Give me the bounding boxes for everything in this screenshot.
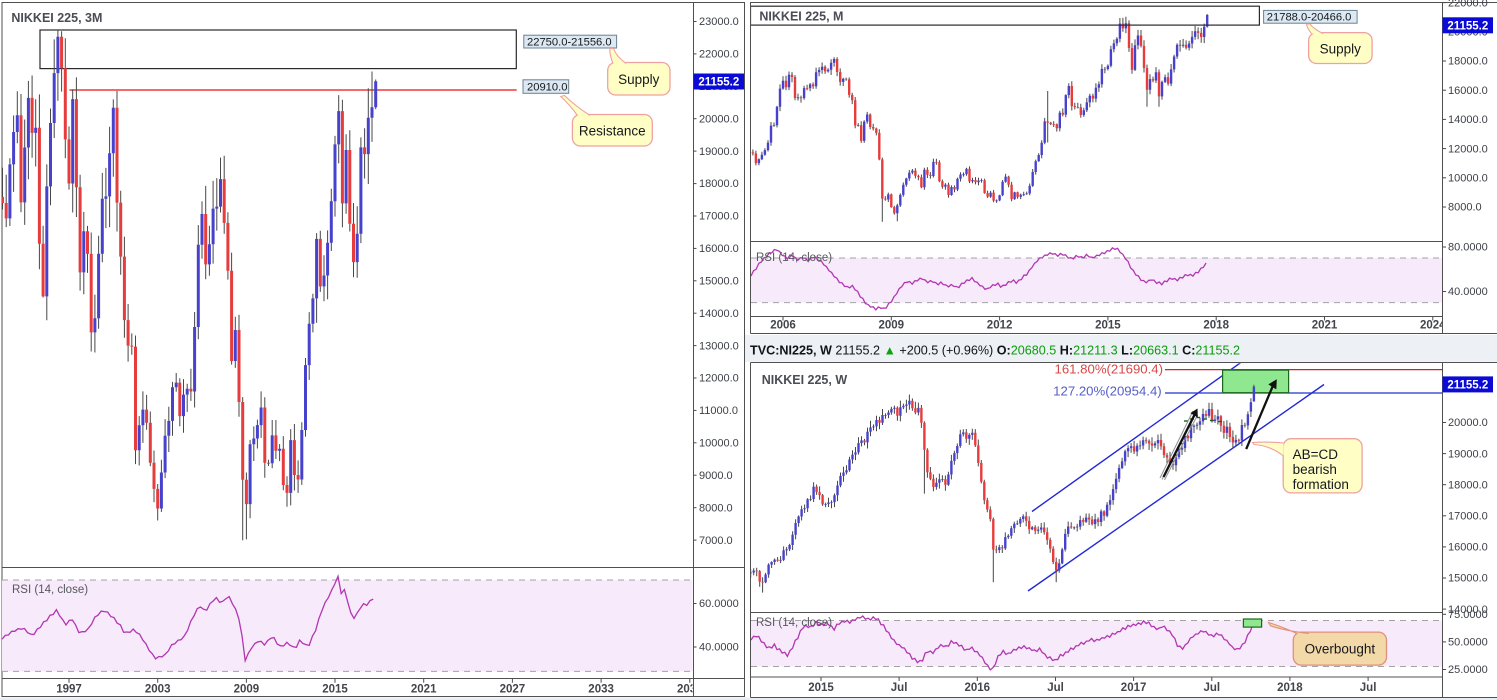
svg-text:7000.0: 7000.0 xyxy=(699,535,733,547)
svg-text:Supply: Supply xyxy=(618,72,660,87)
svg-text:25.0000: 25.0000 xyxy=(1448,664,1488,676)
svg-text:15000.0: 15000.0 xyxy=(1448,573,1488,585)
svg-text:50.0000: 50.0000 xyxy=(1448,637,1488,649)
svg-text:16000.0: 16000.0 xyxy=(1448,85,1488,97)
svg-text:21788.0-20466.0: 21788.0-20466.0 xyxy=(1267,12,1352,24)
svg-text:2033: 2033 xyxy=(588,683,614,695)
svg-text:Jul: Jul xyxy=(1360,682,1377,694)
svg-text:Jul: Jul xyxy=(891,682,908,694)
svg-text:2015: 2015 xyxy=(322,683,348,695)
svg-text:NIKKEI 225, 3M: NIKKEI 225, 3M xyxy=(11,11,102,25)
svg-text:23000.0: 23000.0 xyxy=(699,16,739,28)
svg-text:22750.0-21556.0: 22750.0-21556.0 xyxy=(527,36,612,48)
svg-text:16000.0: 16000.0 xyxy=(699,243,739,255)
svg-text:2018: 2018 xyxy=(1277,682,1303,694)
svg-text:2027: 2027 xyxy=(500,683,526,695)
svg-text:2015: 2015 xyxy=(1095,319,1121,331)
svg-text:2009: 2009 xyxy=(879,319,905,331)
svg-text:40.0000: 40.0000 xyxy=(699,642,739,654)
svg-text:2024: 2024 xyxy=(1420,319,1446,331)
svg-text:2021: 2021 xyxy=(411,683,437,695)
svg-text:14000.0: 14000.0 xyxy=(1448,604,1488,616)
svg-text:14000.0: 14000.0 xyxy=(1448,114,1488,126)
svg-text:21155.2: 21155.2 xyxy=(1447,21,1488,33)
svg-text:8000.0: 8000.0 xyxy=(699,502,733,514)
svg-text:2039: 2039 xyxy=(677,683,703,695)
svg-text:12000.0: 12000.0 xyxy=(699,373,739,385)
svg-text:RSI (14, close): RSI (14, close) xyxy=(12,584,88,596)
svg-text:19000.0: 19000.0 xyxy=(699,146,739,158)
svg-text:18000.0: 18000.0 xyxy=(699,178,739,190)
svg-text:14000.0: 14000.0 xyxy=(699,308,739,320)
svg-text:22000.0: 22000.0 xyxy=(699,49,739,61)
svg-text:12000.0: 12000.0 xyxy=(1448,143,1488,155)
svg-text:2003: 2003 xyxy=(145,683,171,695)
svg-text:formation: formation xyxy=(1293,477,1349,492)
svg-text:Jul: Jul xyxy=(1203,682,1220,694)
svg-text:2016: 2016 xyxy=(965,682,991,694)
svg-text:22000.0: 22000.0 xyxy=(1448,0,1488,9)
svg-text:Supply: Supply xyxy=(1320,42,1362,57)
svg-text:13000.0: 13000.0 xyxy=(699,340,739,352)
svg-text:21155.2: 21155.2 xyxy=(698,77,739,89)
svg-text:2012: 2012 xyxy=(987,319,1013,331)
svg-text:11000.0: 11000.0 xyxy=(699,405,738,417)
svg-text:2021: 2021 xyxy=(1312,319,1338,331)
svg-text:2009: 2009 xyxy=(234,683,260,695)
svg-text:2017: 2017 xyxy=(1121,682,1147,694)
svg-text:NIKKEI 225, W: NIKKEI 225, W xyxy=(762,373,848,387)
svg-text:127.20%(20954.4): 127.20%(20954.4) xyxy=(1053,383,1162,398)
svg-text:20000.0: 20000.0 xyxy=(1448,417,1488,429)
svg-text:17000.0: 17000.0 xyxy=(699,211,739,223)
svg-text:15000.0: 15000.0 xyxy=(699,276,739,288)
svg-text:NIKKEI 225, M: NIKKEI 225, M xyxy=(759,10,843,24)
svg-text:19000.0: 19000.0 xyxy=(1448,448,1488,460)
svg-text:Overbought: Overbought xyxy=(1305,641,1376,656)
svg-text:2006: 2006 xyxy=(770,319,796,331)
svg-text:10000.0: 10000.0 xyxy=(699,438,739,450)
svg-text:40.0000: 40.0000 xyxy=(1448,286,1488,298)
svg-text:10000.0: 10000.0 xyxy=(1448,173,1488,185)
svg-text:21155.2: 21155.2 xyxy=(1447,380,1488,392)
svg-text:60.0000: 60.0000 xyxy=(699,598,739,610)
svg-text:1997: 1997 xyxy=(56,683,82,695)
svg-text:16000.0: 16000.0 xyxy=(1448,542,1488,554)
svg-text:bearish: bearish xyxy=(1293,462,1337,477)
svg-text:18000.0: 18000.0 xyxy=(1448,56,1488,68)
svg-text:18000.0: 18000.0 xyxy=(1448,479,1488,491)
svg-text:9000.0: 9000.0 xyxy=(699,470,733,482)
svg-text:TVC:NI225, W 21155.2 ▲ +200.5: TVC:NI225, W 21155.2 ▲ +200.5 (+0.96%) O… xyxy=(750,344,1240,358)
svg-text:Resistance: Resistance xyxy=(579,124,646,139)
svg-text:20000.0: 20000.0 xyxy=(699,113,739,125)
svg-text:20910.0: 20910.0 xyxy=(527,81,567,93)
svg-text:80.0000: 80.0000 xyxy=(1448,242,1488,254)
svg-text:AB=CD: AB=CD xyxy=(1293,447,1339,462)
svg-text:161.80%(21690.4): 161.80%(21690.4) xyxy=(1054,362,1163,377)
svg-text:RSI (14, close): RSI (14, close) xyxy=(756,252,832,264)
svg-text:75.0000: 75.0000 xyxy=(1448,609,1488,621)
svg-text:Jul: Jul xyxy=(1047,682,1064,694)
svg-text:17000.0: 17000.0 xyxy=(1448,511,1488,523)
svg-text:8000.0: 8000.0 xyxy=(1448,202,1482,214)
svg-text:RSI (14, close): RSI (14, close) xyxy=(756,617,832,629)
svg-text:2018: 2018 xyxy=(1203,319,1229,331)
svg-text:2015: 2015 xyxy=(808,682,834,694)
